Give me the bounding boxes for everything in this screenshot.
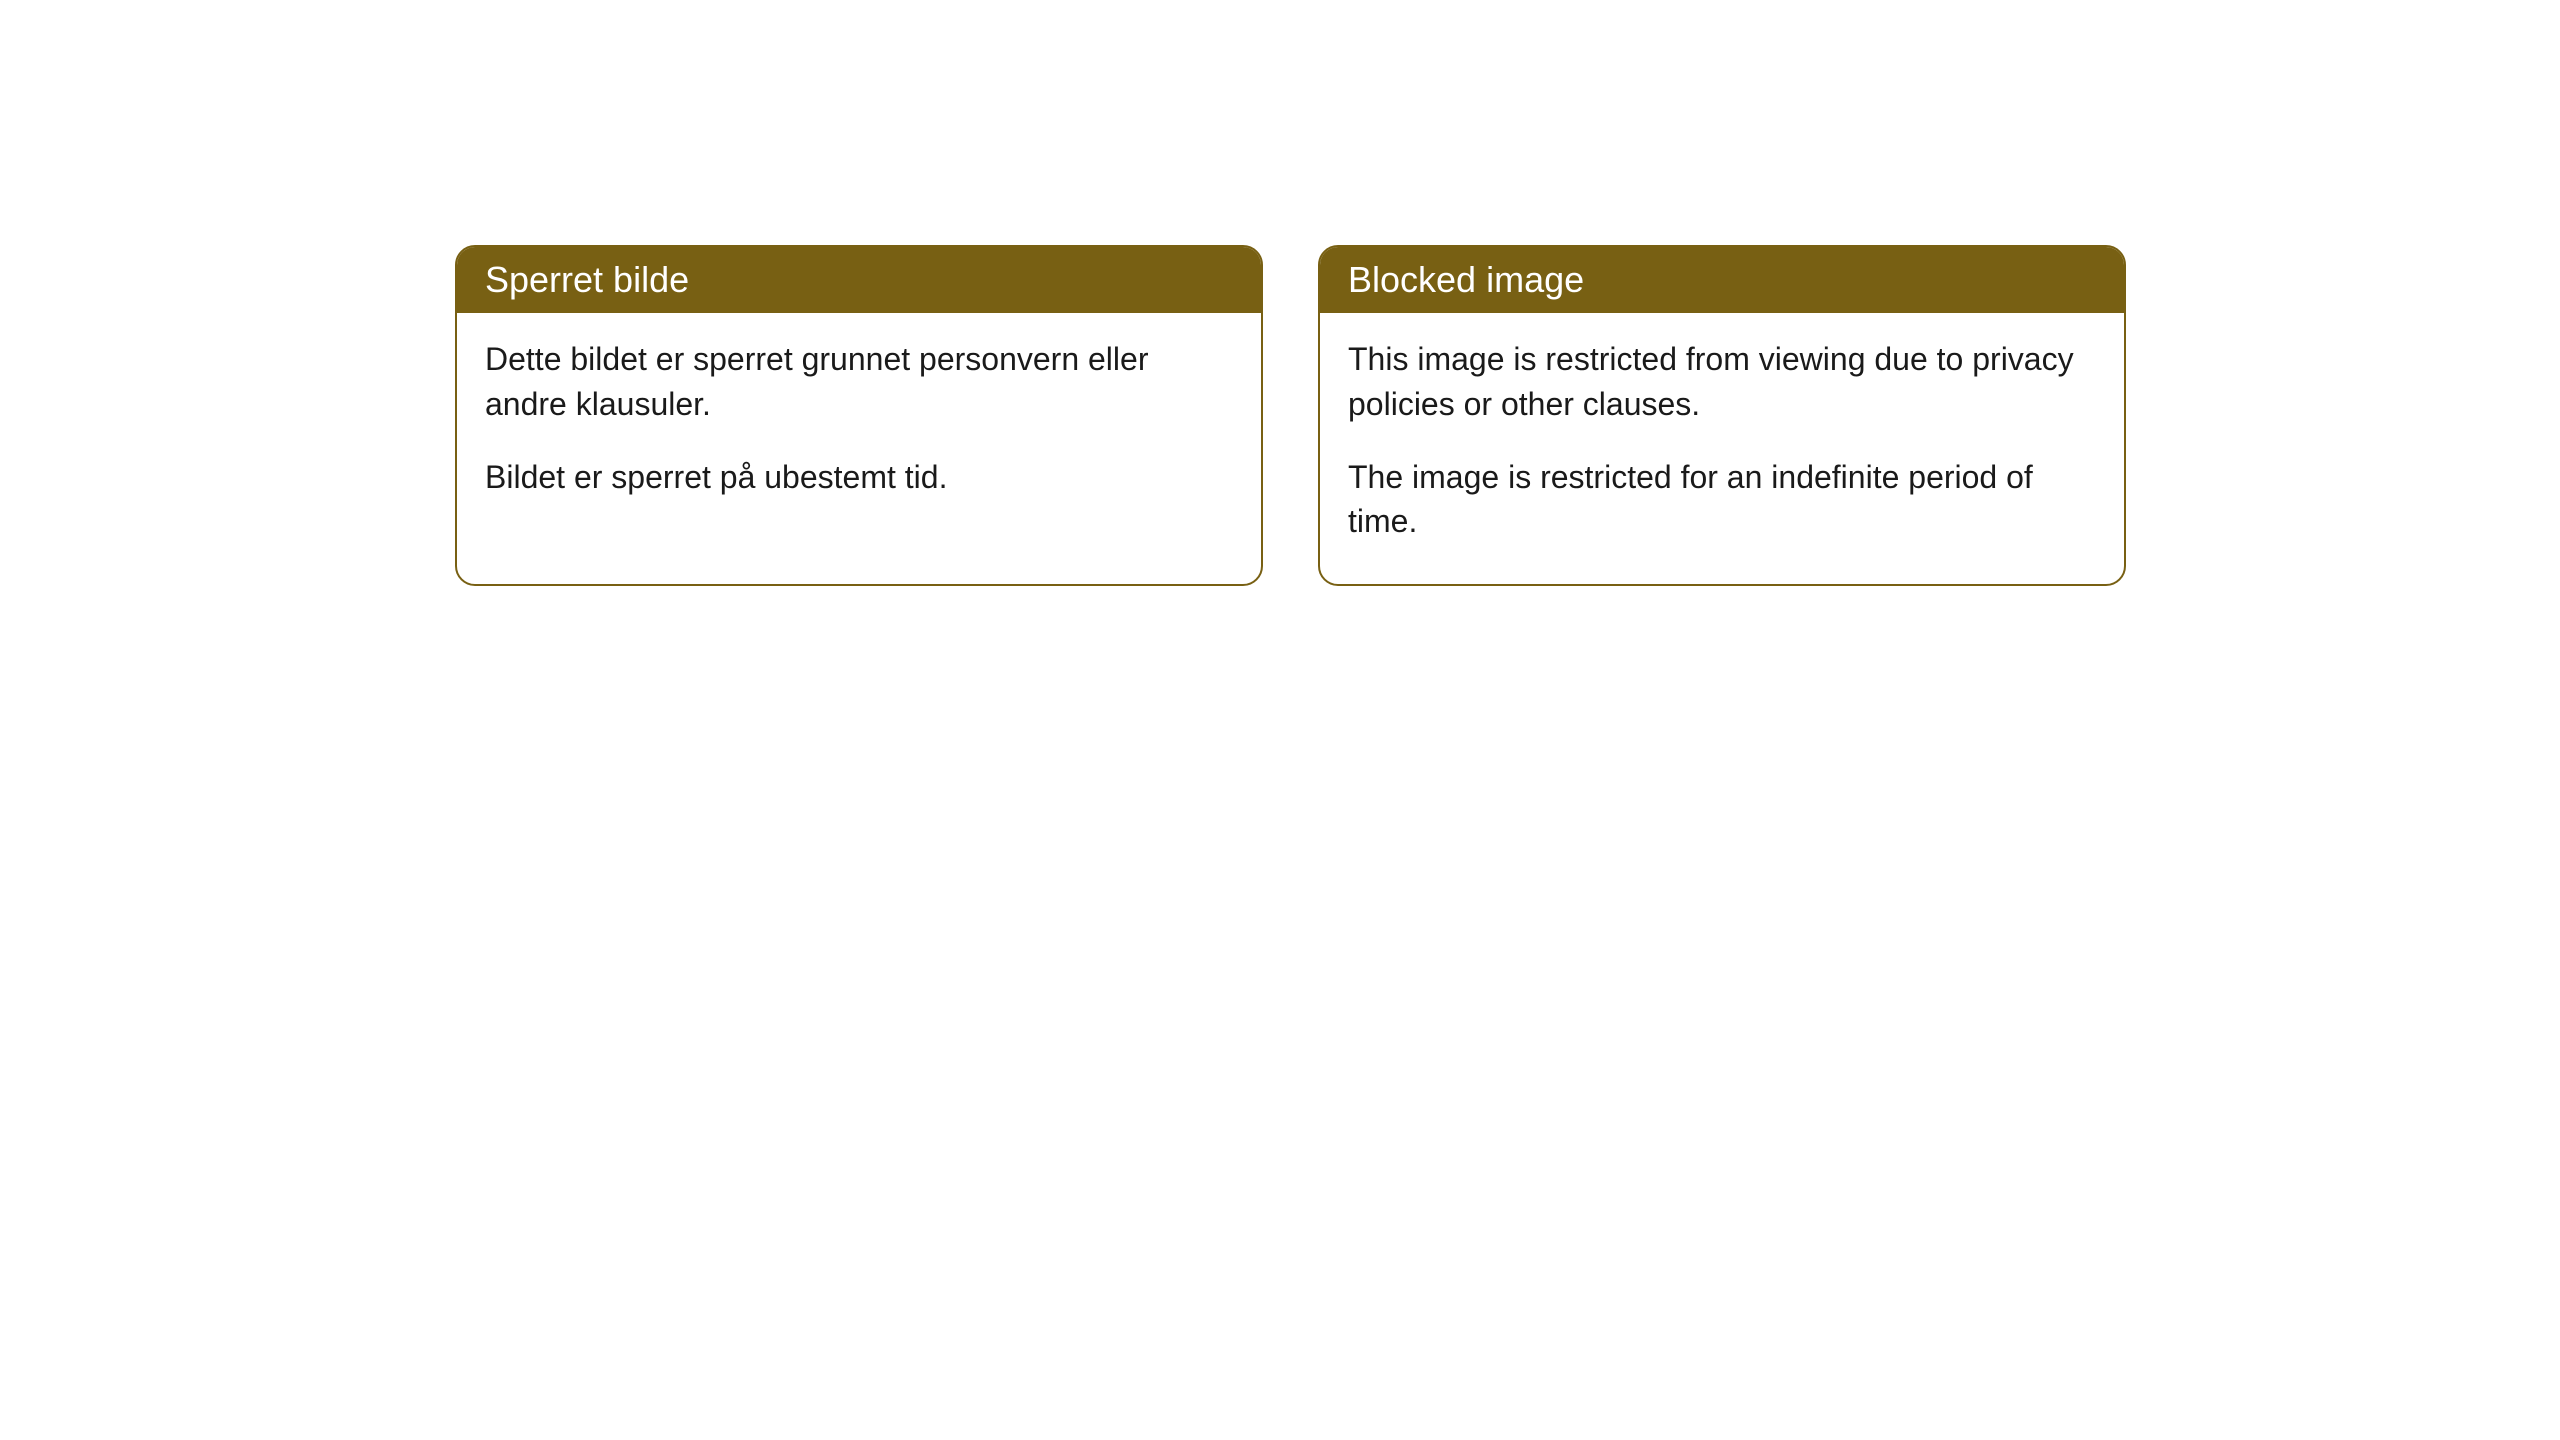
card-title: Blocked image (1348, 259, 1584, 300)
card-paragraph: Dette bildet er sperret grunnet personve… (485, 337, 1233, 427)
card-english: Blocked image This image is restricted f… (1318, 245, 2126, 586)
card-title: Sperret bilde (485, 259, 689, 300)
card-header-norwegian: Sperret bilde (457, 247, 1261, 313)
notice-cards-container: Sperret bilde Dette bildet er sperret gr… (455, 245, 2126, 586)
card-body-norwegian: Dette bildet er sperret grunnet personve… (457, 313, 1261, 539)
card-paragraph: Bildet er sperret på ubestemt tid. (485, 455, 1233, 500)
card-body-english: This image is restricted from viewing du… (1320, 313, 2124, 584)
card-paragraph: This image is restricted from viewing du… (1348, 337, 2096, 427)
card-header-english: Blocked image (1320, 247, 2124, 313)
card-norwegian: Sperret bilde Dette bildet er sperret gr… (455, 245, 1263, 586)
card-paragraph: The image is restricted for an indefinit… (1348, 455, 2096, 545)
